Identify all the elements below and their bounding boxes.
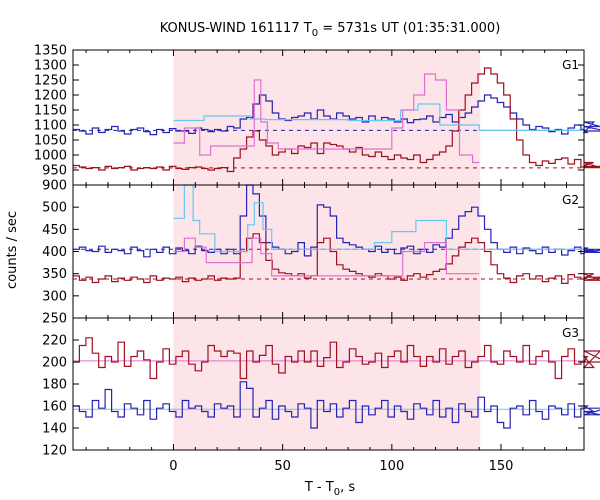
series-light_blue-g2 xyxy=(173,184,584,253)
series-blue-g3 xyxy=(73,381,600,429)
panel-label-g2: G2 xyxy=(562,193,579,207)
series-blue-g1 xyxy=(73,94,600,136)
y-tick-label: 1050 xyxy=(34,134,67,149)
y-tick-label: 450 xyxy=(42,223,67,238)
chart-title: KONUS-WIND 161117 T0 = 5731s UT (01:35:3… xyxy=(160,21,501,39)
y-tick-label: 900 xyxy=(42,179,67,194)
plot-area: 90095010001050110011501200125013001350G1… xyxy=(34,44,600,474)
x-axis-label-subscript: 0 xyxy=(334,487,340,498)
y-tick-label: 250 xyxy=(42,312,67,327)
y-tick-label: 350 xyxy=(42,267,67,282)
series-pink-g2 xyxy=(173,237,480,277)
x-axis-label: T - T0, s xyxy=(304,480,355,498)
x-tick-label: 100 xyxy=(379,459,404,474)
series-pink-g1 xyxy=(173,73,480,164)
y-tick-label: 1200 xyxy=(34,89,67,104)
y-tick-label: 120 xyxy=(42,444,67,459)
y-tick-label: 1100 xyxy=(34,119,67,134)
panel-label-g3: G3 xyxy=(562,326,579,340)
x-tick-label: 50 xyxy=(274,459,291,474)
panel-label-g1: G1 xyxy=(562,58,579,72)
series-red-g2 xyxy=(73,233,600,284)
x-tick-label: 150 xyxy=(489,459,514,474)
y-tick-label: 220 xyxy=(42,334,67,349)
series-red-g3 xyxy=(73,337,600,380)
series-red-g1 xyxy=(73,67,600,173)
x-axis-label-rest: , s xyxy=(340,480,355,495)
series-light_blue-g1 xyxy=(173,103,584,131)
panel-g3: 120 140 160 180 200 220 G3 xyxy=(42,317,600,459)
y-tick-label: 1250 xyxy=(34,74,67,89)
y-tick-label: 400 xyxy=(42,245,67,260)
y-axis-label: counts / sec xyxy=(5,211,20,289)
y-tick-label: 200 xyxy=(42,356,67,371)
y-tick-label: 140 xyxy=(42,422,67,437)
shaded-interval xyxy=(173,318,481,450)
y-tick-label: 1350 xyxy=(34,44,67,59)
y-tick-label: 300 xyxy=(42,289,67,304)
chart-title-rest: = 5731s UT (01:35:31.000) xyxy=(318,21,500,36)
x-axis-label-main: T - T xyxy=(304,480,334,495)
chart-title-subscript: 0 xyxy=(312,28,318,39)
series-blue-g2 xyxy=(73,184,600,258)
panel-g2: 250 300 350 400 450 500 G2 xyxy=(42,184,600,327)
y-tick-label: 1300 xyxy=(34,59,67,74)
x-tick-label: 0 xyxy=(169,459,177,474)
y-tick-label: 950 xyxy=(42,164,67,179)
y-tick-label: 1000 xyxy=(34,149,67,164)
y-tick-label: 1150 xyxy=(34,104,67,119)
shaded-interval xyxy=(173,50,481,185)
y-tick-label: 180 xyxy=(42,378,67,393)
chart-title-main: KONUS-WIND 161117 T xyxy=(160,21,312,36)
y-tick-label: 500 xyxy=(42,201,67,216)
y-tick-label: 160 xyxy=(42,400,67,415)
